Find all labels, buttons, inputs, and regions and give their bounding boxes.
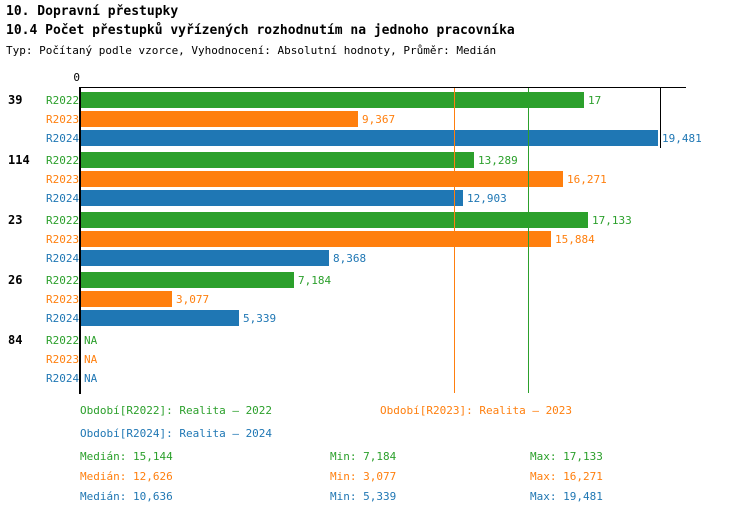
bar-value-label: 15,884 bbox=[555, 233, 595, 246]
bar-value-label: 8,368 bbox=[333, 252, 367, 265]
y-axis-line bbox=[79, 87, 81, 394]
series-label: R2024 bbox=[46, 252, 80, 265]
series-label: R2022 bbox=[46, 274, 80, 287]
category-label: 39 bbox=[8, 93, 23, 107]
bar bbox=[81, 92, 584, 108]
stat-min: Min: 7,184 bbox=[330, 450, 397, 463]
plot-top-border bbox=[80, 87, 686, 88]
bar bbox=[81, 212, 588, 228]
stat-median: Medián: 10,636 bbox=[80, 490, 173, 503]
legend-item: Období[R2023]: Realita – 2023 bbox=[380, 404, 573, 417]
stat-max: Max: 17,133 bbox=[530, 450, 603, 463]
chart-subtitle: 10.4 Počet přestupků vyřízených rozhodnu… bbox=[6, 23, 515, 38]
category-label: 26 bbox=[8, 273, 23, 287]
bar-value-label: 5,339 bbox=[243, 312, 277, 325]
bar-value-label: 17 bbox=[588, 94, 602, 107]
series-label: R2023 bbox=[46, 293, 80, 306]
bar bbox=[81, 231, 551, 247]
stat-median: Medián: 15,144 bbox=[80, 450, 173, 463]
chart-meta-line: Typ: Počítaný podle vzorce, Vyhodnocení:… bbox=[6, 44, 497, 57]
series-label: R2023 bbox=[46, 353, 80, 366]
legend-item: Období[R2024]: Realita – 2024 bbox=[80, 427, 273, 440]
series-label: R2023 bbox=[46, 113, 80, 126]
series-label: R2022 bbox=[46, 334, 80, 347]
bar bbox=[81, 291, 172, 307]
category-label: 114 bbox=[8, 153, 30, 167]
bar bbox=[81, 130, 658, 146]
series-label: R2022 bbox=[46, 94, 80, 107]
bar-value-label: 7,184 bbox=[298, 274, 332, 287]
bar bbox=[81, 152, 474, 168]
series-label: R2022 bbox=[46, 214, 80, 227]
stat-min: Min: 3,077 bbox=[330, 470, 397, 483]
axis-origin-label: 0 bbox=[73, 71, 80, 84]
series-label: R2023 bbox=[46, 233, 80, 246]
bar bbox=[81, 190, 463, 206]
plot-right-border-segment bbox=[660, 88, 661, 148]
bar-value-label: 12,903 bbox=[467, 192, 507, 205]
bar-value-label: 19,481 bbox=[662, 132, 702, 145]
median-reference-line bbox=[528, 88, 529, 393]
series-label: R2024 bbox=[46, 192, 80, 205]
median-reference-line bbox=[454, 88, 455, 393]
bar bbox=[81, 111, 358, 127]
series-label: R2024 bbox=[46, 372, 80, 385]
category-label: 84 bbox=[8, 333, 23, 347]
bar-value-label: NA bbox=[84, 353, 98, 366]
stat-min: Min: 5,339 bbox=[330, 490, 397, 503]
bar-value-label: 9,367 bbox=[362, 113, 396, 126]
bar-value-label: 13,289 bbox=[478, 154, 518, 167]
series-label: R2024 bbox=[46, 132, 80, 145]
stat-max: Max: 19,481 bbox=[530, 490, 603, 503]
bar-value-label: 16,271 bbox=[567, 173, 607, 186]
bar bbox=[81, 272, 294, 288]
series-label: R2023 bbox=[46, 173, 80, 186]
legend-item: Období[R2022]: Realita – 2022 bbox=[80, 404, 273, 417]
stat-max: Max: 16,271 bbox=[530, 470, 603, 483]
bar bbox=[81, 310, 239, 326]
page-title: 10. Dopravní přestupky bbox=[6, 4, 179, 19]
bar bbox=[81, 250, 329, 266]
stat-median: Medián: 12,626 bbox=[80, 470, 173, 483]
bar-value-label: NA bbox=[84, 334, 98, 347]
bar-value-label: 17,133 bbox=[592, 214, 632, 227]
bar bbox=[81, 171, 563, 187]
bar-value-label: NA bbox=[84, 372, 98, 385]
series-label: R2024 bbox=[46, 312, 80, 325]
category-label: 23 bbox=[8, 213, 23, 227]
series-label: R2022 bbox=[46, 154, 80, 167]
bar-value-label: 3,077 bbox=[176, 293, 210, 306]
